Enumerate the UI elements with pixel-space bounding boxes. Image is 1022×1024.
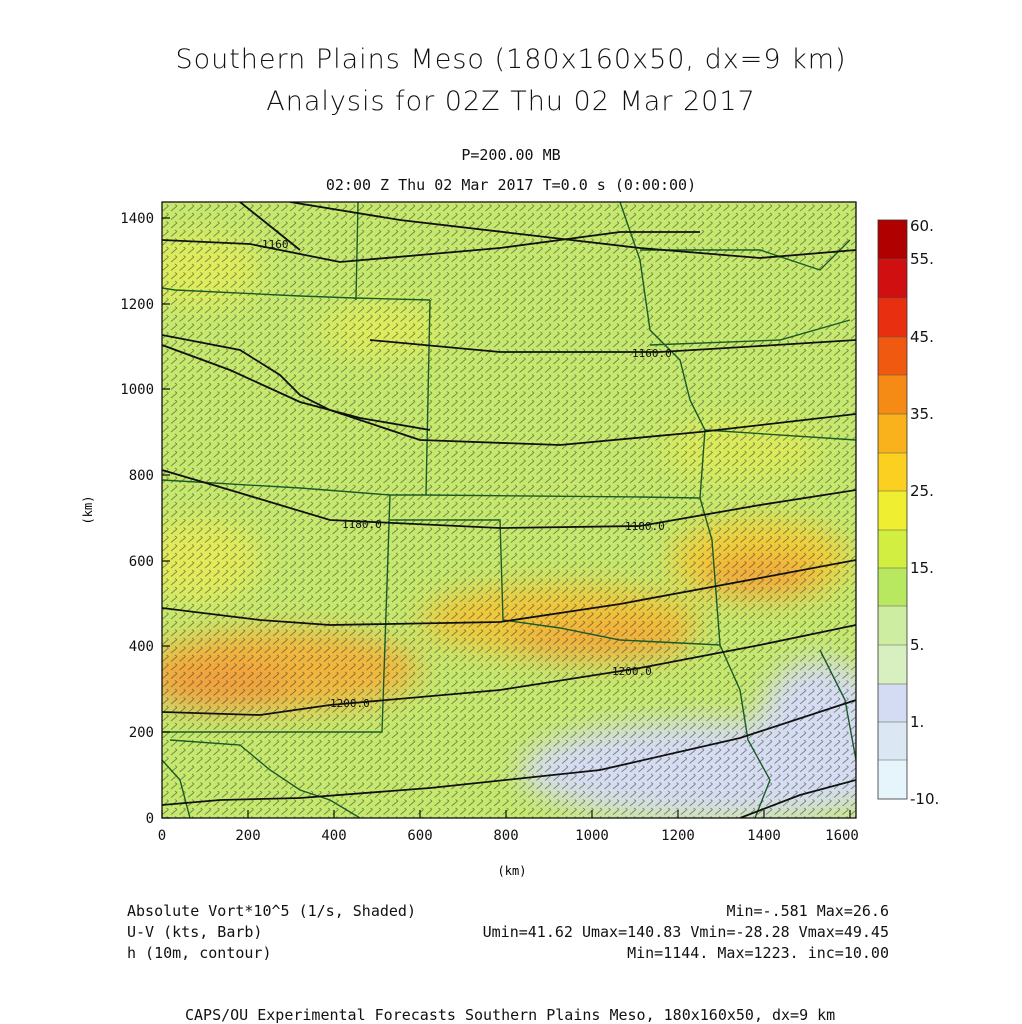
x-tick-label: 800 (493, 828, 518, 844)
x-tick-label: 1200 (661, 828, 695, 844)
colorbar-label: 15. (910, 559, 934, 577)
legend-height: h (10m, contour) (127, 944, 272, 962)
legend-vorticity: Absolute Vort*10^5 (1/s, Shaded) (127, 902, 416, 920)
colorbar-label: 45. (910, 328, 934, 346)
colorbar-label: 55. (910, 250, 934, 268)
colorbar-label: 60. (910, 217, 934, 235)
legend-wind: U-V (kts, Barb) (127, 923, 263, 941)
plot-frame (161, 201, 857, 819)
colorbar-labels: 60. 55. 45. 35. 25. 15. 5. 1. -10. (910, 217, 939, 808)
y-tick-label: 1400 (120, 211, 154, 227)
title-line-1: Southern Plains Meso (180x160x50, dx=9 k… (175, 44, 847, 75)
contour-label: 1160 (262, 238, 289, 251)
y-tick-labels: 0 200 400 600 800 1000 1200 1400 (120, 211, 154, 827)
x-tick-labels: 0 200 400 600 800 1000 1200 1400 1600 (158, 828, 859, 844)
contour-label: 1160.0 (632, 347, 672, 360)
y-tick-label: 1000 (120, 382, 154, 398)
state-boundaries (162, 202, 856, 818)
x-tick-label: 200 (235, 828, 260, 844)
y-tick-label: 0 (146, 811, 154, 827)
y-tick-label: 400 (129, 639, 154, 655)
y-tick-label: 200 (129, 725, 154, 741)
level-label: P=200.00 MB (461, 146, 561, 164)
y-tick-label: 800 (129, 468, 154, 484)
colorbar (877, 219, 908, 800)
contour-labels: 1160 1160.0 1180.0 1180.0 1200.0 1200.0 (262, 238, 672, 710)
y-tick-label: 1200 (120, 297, 154, 313)
colorbar-label: 25. (910, 482, 934, 500)
legend-vorticity-range: Min=-.581 Max=26.6 (726, 902, 889, 920)
colorbar-label: 1. (910, 713, 924, 731)
legend-wind-range: Umin=41.62 Umax=140.83 Vmin=-28.28 Vmax=… (482, 923, 889, 941)
x-tick-label: 1000 (575, 828, 609, 844)
y-axis-label: (km) (81, 496, 95, 525)
axis-ticks (161, 217, 851, 819)
x-tick-label: 1400 (747, 828, 781, 844)
legend-height-range: Min=1144. Max=1223. inc=10.00 (627, 944, 889, 962)
vorticity-shading (162, 202, 856, 818)
height-contours (162, 202, 856, 818)
y-tick-label: 600 (129, 554, 154, 570)
x-tick-label: 400 (321, 828, 346, 844)
contour-label: 1200.0 (330, 697, 370, 710)
x-tick-label: 0 (158, 828, 166, 844)
colorbar-label: 35. (910, 405, 934, 423)
contour-label: 1180.0 (342, 518, 382, 531)
time-label: 02:00 Z Thu 02 Mar 2017 T=0.0 s (0:00:00… (325, 176, 697, 194)
colorbar-label: -10. (910, 790, 939, 808)
contour-label: 1200.0 (612, 665, 652, 678)
footer-credit: CAPS/OU Experimental Forecasts Southern … (185, 1006, 836, 1024)
title-line-2: Analysis for 02Z Thu 02 Mar 2017 (266, 86, 756, 117)
x-axis-label: (km) (498, 864, 527, 878)
x-tick-label: 600 (407, 828, 432, 844)
contour-label: 1180.0 (625, 520, 665, 533)
colorbar-label: 5. (910, 636, 924, 654)
x-tick-label: 1600 (825, 828, 859, 844)
